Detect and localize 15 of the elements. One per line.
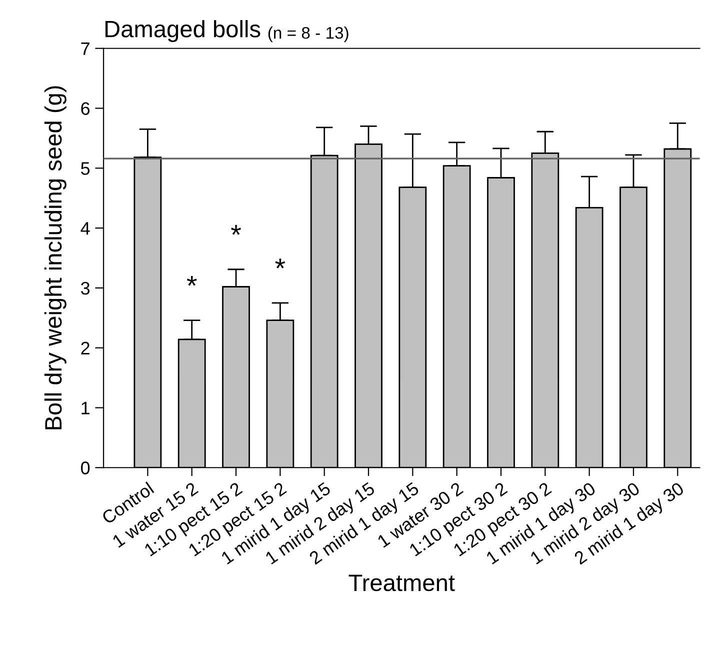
chart-title: Damaged bolls: [105, 20, 260, 42]
y-tick-label: 2: [81, 342, 90, 354]
y-tick-label: 7: [81, 42, 90, 55]
data-label: *: [231, 225, 241, 235]
y-tick-label: 3: [80, 282, 90, 295]
data-label: *: [275, 258, 286, 268]
y-axis-title: Boll dry weight including seed (g): [44, 86, 66, 430]
y-tick-label: 6: [81, 102, 90, 115]
x-axis-title: Treatment: [348, 574, 455, 592]
y-tick-label: 4: [80, 222, 90, 235]
data-label: *: [186, 276, 197, 286]
chart-subtitle: (n = 8 - 13): [268, 26, 348, 42]
y-tick-label: 5: [81, 162, 90, 175]
y-tick-label: 0: [81, 462, 90, 474]
y-tick-label: 1: [82, 402, 90, 414]
